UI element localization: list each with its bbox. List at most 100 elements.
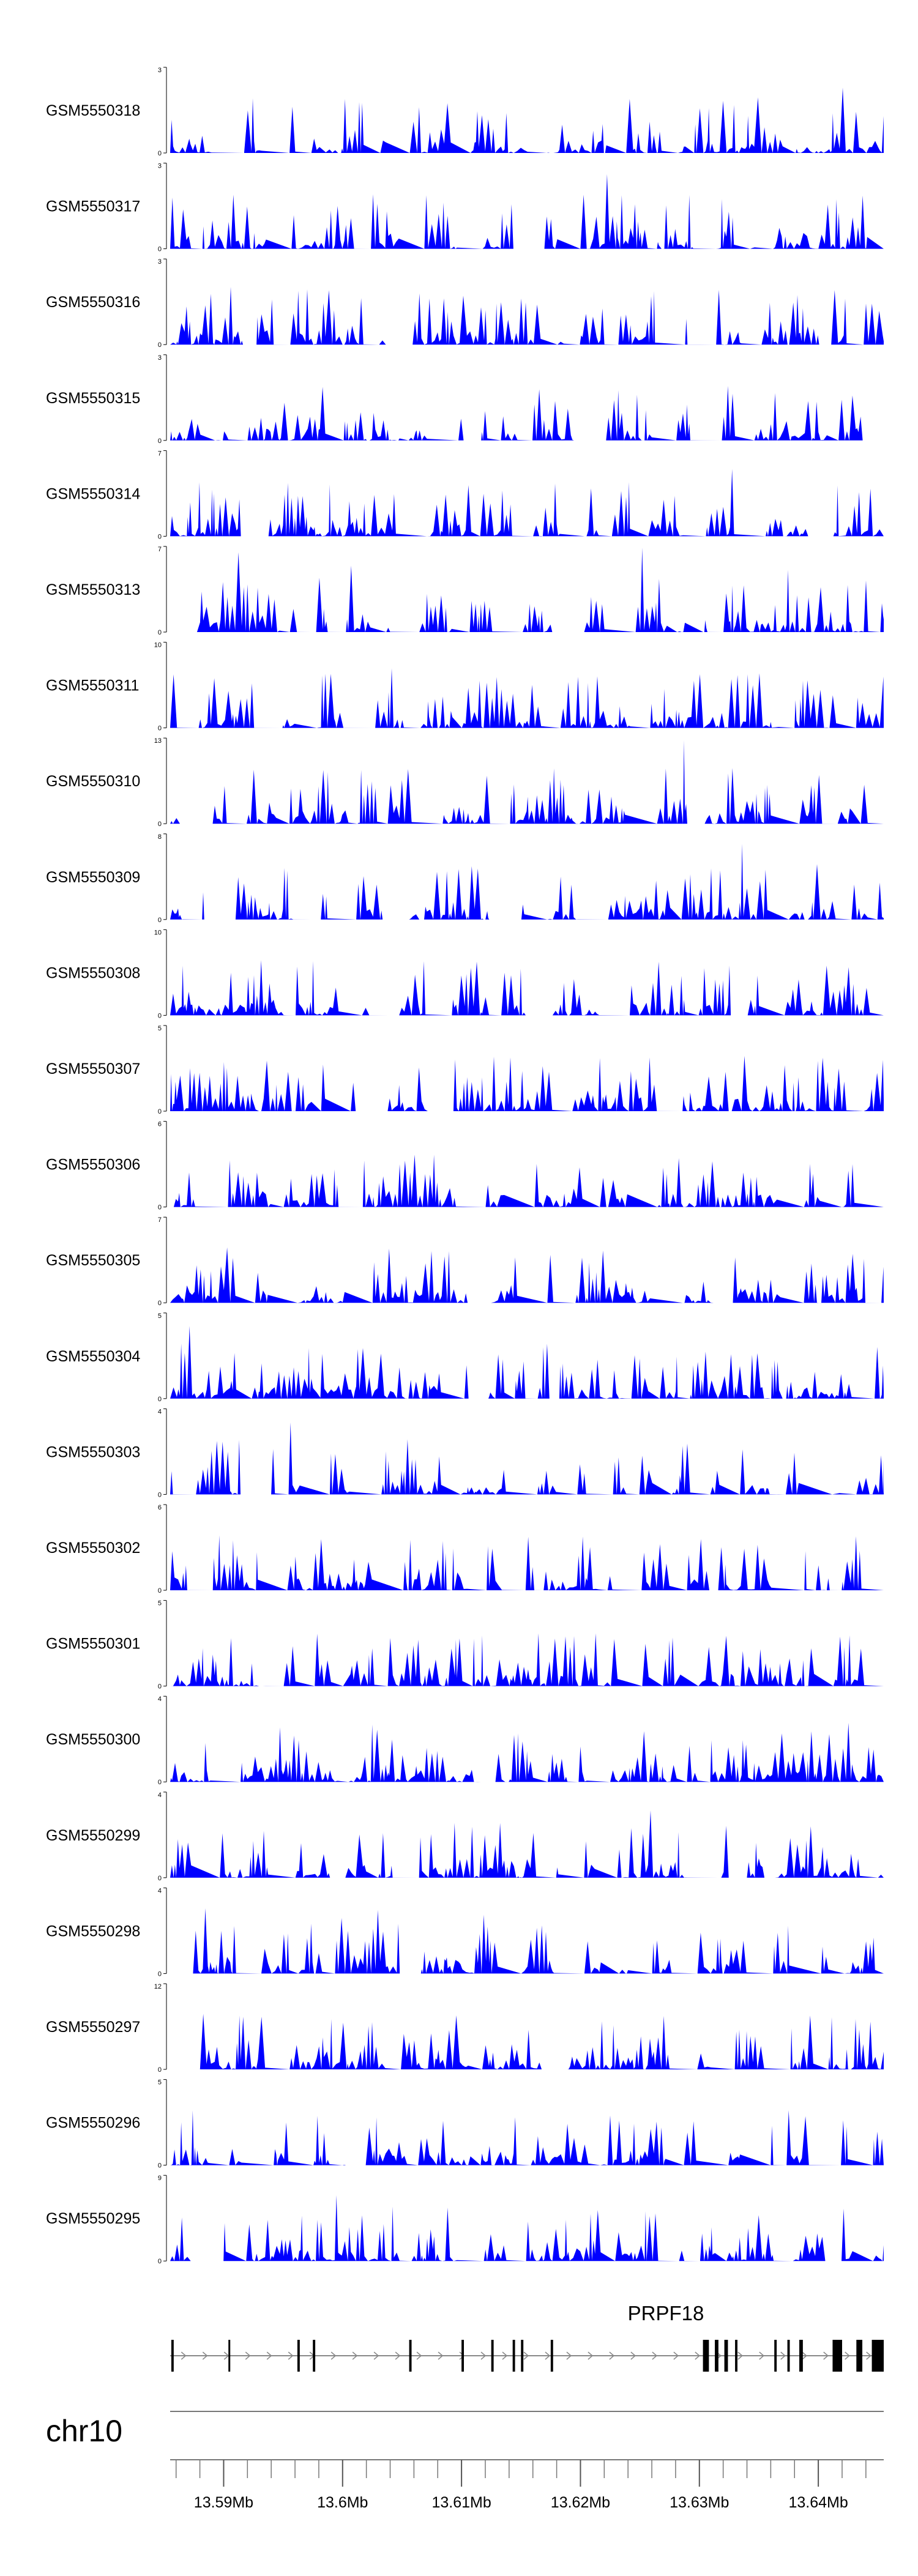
y-max-label: 8 bbox=[158, 833, 162, 841]
strand-arrow bbox=[202, 2351, 208, 2360]
strand-arrow bbox=[416, 2351, 422, 2360]
coverage-track: GSM5550305 7 0 bbox=[46, 1216, 884, 1307]
y-min-label: 0 bbox=[158, 150, 162, 157]
coverage-area bbox=[170, 843, 884, 920]
exon-block bbox=[491, 2340, 494, 2372]
coverage-track: GSM5550307 5 0 bbox=[46, 1025, 884, 1115]
y-max-label: 3 bbox=[158, 163, 162, 170]
coverage-area bbox=[170, 1247, 884, 1303]
strand-arrow bbox=[245, 2351, 251, 2360]
coverage-track: GSM5550317 3 0 bbox=[46, 163, 884, 253]
y-max-label: 6 bbox=[158, 1121, 162, 1128]
track-label: GSM5550295 bbox=[46, 2210, 140, 2227]
gene-track: PRPF18 bbox=[170, 2302, 884, 2372]
coverage-track: GSM5550300 4 0 bbox=[46, 1696, 884, 1786]
track-label: GSM5550300 bbox=[46, 1731, 140, 1748]
y-max-label: 9 bbox=[158, 2175, 162, 2182]
strand-arrow bbox=[181, 2351, 187, 2360]
y-min-label: 0 bbox=[158, 1779, 162, 1786]
y-max-label: 7 bbox=[158, 546, 162, 553]
coverage-track: GSM5550313 7 0 bbox=[46, 546, 884, 636]
strand-arrow bbox=[630, 2351, 636, 2360]
strand-arrow bbox=[737, 2351, 743, 2360]
y-max-label: 5 bbox=[158, 2079, 162, 2086]
track-label: GSM5550301 bbox=[46, 1636, 140, 1653]
coverage-track: GSM5550302 6 0 bbox=[46, 1504, 884, 1595]
track-label: GSM5550302 bbox=[46, 1539, 140, 1557]
coverage-track: GSM5550303 4 0 bbox=[46, 1408, 884, 1498]
y-min-label: 0 bbox=[158, 1970, 162, 1978]
coverage-track: GSM5550308 10 0 bbox=[46, 929, 884, 1019]
axis-tick-label: 13.62Mb bbox=[551, 2494, 610, 2511]
track-label: GSM5550313 bbox=[46, 581, 140, 598]
coverage-area bbox=[170, 1810, 884, 1878]
coverage-track: GSM5550316 3 0 bbox=[46, 258, 884, 349]
y-min-label: 0 bbox=[158, 725, 162, 732]
y-min-label: 0 bbox=[158, 2066, 162, 2074]
coverage-area bbox=[170, 2110, 884, 2165]
strand-arrow bbox=[866, 2351, 871, 2360]
coverage-area bbox=[170, 740, 884, 824]
strand-arrow bbox=[523, 2351, 529, 2360]
genome-axis: chr10 13.59Mb 13.6Mb 13.61Mb 13.62Mb 13.63Mb 1… bbox=[46, 2411, 884, 2511]
y-max-label: 5 bbox=[158, 1600, 162, 1607]
track-label: GSM5550303 bbox=[46, 1443, 140, 1461]
exon-block bbox=[799, 2340, 803, 2372]
coverage-track: GSM5550299 4 0 bbox=[46, 1792, 884, 1882]
strand-arrow bbox=[480, 2351, 487, 2360]
coverage-area bbox=[170, 2014, 884, 2069]
strand-arrow bbox=[566, 2351, 572, 2360]
strand-arrow bbox=[502, 2351, 508, 2360]
exon-block bbox=[787, 2340, 790, 2372]
strand-arrow bbox=[673, 2351, 679, 2360]
axis-tick-label: 13.63Mb bbox=[670, 2494, 729, 2511]
strand-arrow bbox=[459, 2351, 465, 2360]
exon-block bbox=[735, 2340, 737, 2372]
coverage-track: GSM5550304 5 0 bbox=[46, 1312, 884, 1403]
coverage-track: GSM5550296 5 0 bbox=[46, 2079, 884, 2170]
strand-arrow bbox=[266, 2351, 272, 2360]
coverage-area bbox=[170, 385, 884, 441]
axis-tick-label: 13.64Mb bbox=[788, 2494, 848, 2511]
y-max-label: 7 bbox=[158, 1216, 162, 1224]
coverage-area bbox=[170, 548, 884, 632]
gene-name-label: PRPF18 bbox=[628, 2302, 704, 2325]
y-max-label: 5 bbox=[158, 1025, 162, 1032]
strand-arrow bbox=[652, 2351, 658, 2360]
track-label: GSM5550304 bbox=[46, 1348, 140, 1365]
track-label: GSM5550318 bbox=[46, 102, 140, 119]
track-label: GSM5550309 bbox=[46, 869, 140, 886]
strand-arrow bbox=[288, 2351, 294, 2360]
y-min-label: 0 bbox=[158, 1491, 162, 1498]
exon-block bbox=[409, 2340, 412, 2372]
track-label: GSM5550310 bbox=[46, 773, 140, 790]
track-label: GSM5550297 bbox=[46, 2019, 140, 2036]
y-min-label: 0 bbox=[158, 629, 162, 636]
y-max-label: 10 bbox=[154, 642, 162, 649]
strand-arrow bbox=[802, 2351, 807, 2360]
y-min-label: 0 bbox=[158, 917, 162, 924]
y-max-label: 12 bbox=[154, 1983, 162, 1990]
axis-tick-label: 13.6Mb bbox=[317, 2494, 368, 2511]
chromosome-label: chr10 bbox=[46, 2414, 122, 2448]
y-min-label: 0 bbox=[158, 1587, 162, 1595]
y-max-label: 4 bbox=[158, 1887, 162, 1894]
coverage-track: GSM5550309 8 0 bbox=[46, 833, 884, 924]
exon-block bbox=[171, 2340, 174, 2372]
exon-block bbox=[550, 2340, 553, 2372]
y-max-label: 4 bbox=[158, 1408, 162, 1415]
exon-block bbox=[297, 2340, 300, 2372]
coverage-area bbox=[170, 1722, 884, 1782]
coverage-area bbox=[170, 960, 884, 1016]
coverage-area bbox=[170, 469, 884, 537]
y-min-label: 0 bbox=[158, 1204, 162, 1212]
strand-arrow bbox=[780, 2351, 786, 2360]
track-label: GSM5550306 bbox=[46, 1156, 140, 1174]
y-max-label: 3 bbox=[158, 67, 162, 74]
coverage-area bbox=[170, 1633, 884, 1686]
strand-arrow bbox=[845, 2351, 850, 2360]
strand-arrow bbox=[373, 2351, 379, 2360]
strand-arrow bbox=[588, 2351, 594, 2360]
